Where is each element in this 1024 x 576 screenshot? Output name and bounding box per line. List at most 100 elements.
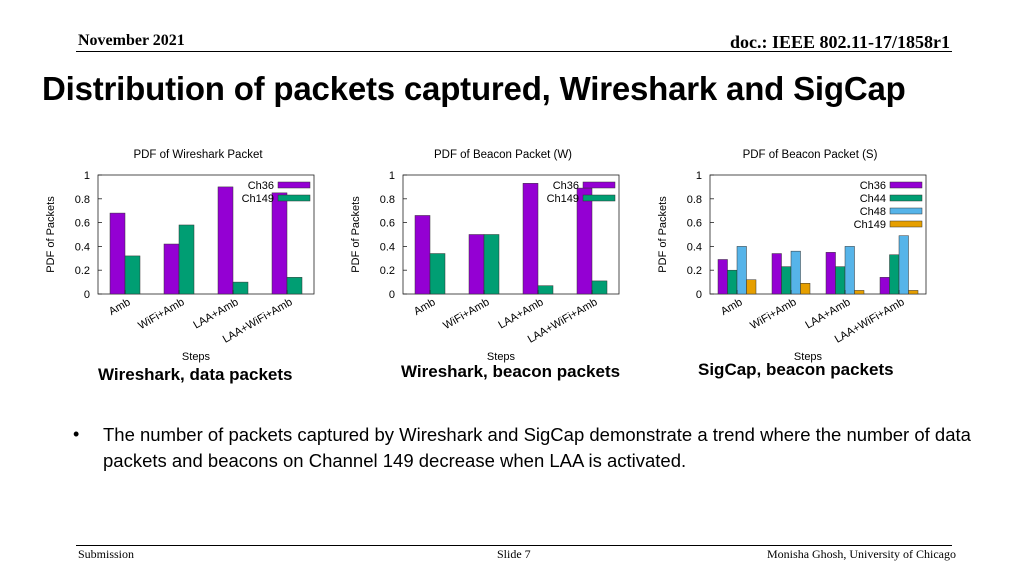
legend-label: Ch149 xyxy=(547,193,579,205)
bar-ch36 xyxy=(576,187,593,295)
bar-ch149 xyxy=(232,281,249,295)
bar-ch44 xyxy=(781,266,792,295)
legend-swatch-ch36 xyxy=(582,181,616,189)
bar-ch44 xyxy=(835,266,846,295)
plot-frame xyxy=(97,174,315,295)
x-tick-label: LAA+Amb xyxy=(191,296,240,331)
bar-ch149 xyxy=(537,285,554,295)
chart-title: PDF of Beacon Packet (S) xyxy=(743,149,878,161)
y-axis-label: PDF of Packets xyxy=(350,196,362,273)
bar-ch149 xyxy=(483,234,500,295)
bar-ch149 xyxy=(124,255,141,295)
legend-label: Ch149 xyxy=(854,219,886,231)
bar-ch36 xyxy=(109,212,126,295)
bar-ch44 xyxy=(727,269,738,295)
y-tick-label: 0.2 xyxy=(687,265,702,277)
legend-label: Ch48 xyxy=(860,206,886,218)
x-tick-label: WiFi+Amb xyxy=(441,296,491,332)
bar-ch36 xyxy=(825,252,836,295)
bar-ch48 xyxy=(844,246,855,295)
bar-ch149 xyxy=(746,279,757,295)
legend-swatch-ch149 xyxy=(277,194,311,202)
legend-swatch-ch149 xyxy=(582,194,616,202)
bar-ch36 xyxy=(414,215,431,295)
plot-frame xyxy=(402,174,620,295)
x-tick-label: Amb xyxy=(719,296,745,318)
footer-divider xyxy=(76,545,952,546)
bar-ch44 xyxy=(889,254,900,295)
footer-author: Monisha Ghosh, University of Chicago xyxy=(767,547,956,561)
bullet-text: The number of packets captured by Wiresh… xyxy=(103,424,971,471)
x-axis-label: Steps xyxy=(487,351,516,363)
x-tick-label: WiFi+Amb xyxy=(748,296,798,332)
chart-wireshark-data: PDF of Wireshark Packet 0 0.2 0.4 0.6 0.8 1 PDF… xyxy=(45,149,315,363)
y-tick-label: 0.4 xyxy=(380,241,395,253)
legend-swatch-ch48 xyxy=(889,207,923,215)
legend-swatch-ch44 xyxy=(889,194,923,202)
bar-ch36 xyxy=(522,183,539,295)
x-axis-label: Steps xyxy=(182,351,211,363)
x-tick-label: LAA+Amb xyxy=(496,296,545,331)
legend-swatch-ch36 xyxy=(277,181,311,189)
bullet-marker: • xyxy=(73,424,80,444)
bar-ch36 xyxy=(771,253,782,295)
y-tick-label: 0.4 xyxy=(687,241,702,253)
header-date: November 2021 xyxy=(78,32,185,49)
legend-label: Ch36 xyxy=(860,180,886,192)
y-tick-label: 0.8 xyxy=(380,194,395,206)
y-tick-label: 0 xyxy=(696,289,702,301)
bar-ch48 xyxy=(790,250,801,295)
header-doc-id: doc.: IEEE 802.11-17/1858r1 xyxy=(729,32,950,52)
y-tick-label: 0.6 xyxy=(75,218,90,230)
y-axis-label: PDF of Packets xyxy=(45,196,57,273)
y-tick-label: 1 xyxy=(389,170,395,182)
y-tick-label: 0 xyxy=(84,289,90,301)
bar-ch149 xyxy=(854,290,865,295)
bar-ch36 xyxy=(879,277,890,295)
chart-sigcap-beacon: PDF of Beacon Packet (S) 0 0.2 0.4 0.6 0.8 1 PD… xyxy=(657,149,927,363)
bar-ch149 xyxy=(591,280,608,295)
y-tick-label: 0.4 xyxy=(75,241,90,253)
y-tick-label: 0.8 xyxy=(687,194,702,206)
x-tick-label: WiFi+Amb xyxy=(136,296,186,332)
slide-title: Distribution of packets captured, Wiresh… xyxy=(42,70,906,107)
chart-wireshark-beacon: PDF of Beacon Packet (W) 0 0.2 0.4 0.6 0.8 1 PD… xyxy=(350,149,620,363)
y-tick-label: 0.2 xyxy=(75,265,90,277)
legend-label: Ch149 xyxy=(242,193,274,205)
y-tick-label: 0.8 xyxy=(75,194,90,206)
y-tick-label: 0 xyxy=(389,289,395,301)
x-tick-label: Amb xyxy=(412,296,438,318)
header-divider xyxy=(76,51,952,52)
legend-label: Ch36 xyxy=(248,180,274,192)
y-tick-label: 0.2 xyxy=(380,265,395,277)
caption-sigcap-beacon: SigCap, beacon packets xyxy=(698,360,894,379)
footer-submission: Submission xyxy=(78,547,135,561)
bar-ch149 xyxy=(429,253,446,295)
legend-swatch-ch149 xyxy=(889,220,923,228)
x-tick-label: Amb xyxy=(107,296,133,318)
legend-label: Ch44 xyxy=(860,193,886,205)
plot-frame xyxy=(709,174,927,295)
bar-ch48 xyxy=(736,246,747,295)
bar-ch149 xyxy=(800,283,811,295)
bar-ch36 xyxy=(163,243,180,295)
y-tick-label: 1 xyxy=(696,170,702,182)
legend-swatch-ch36 xyxy=(889,181,923,189)
x-axis-label: Steps xyxy=(794,351,823,363)
bar-ch36 xyxy=(717,259,728,295)
bar-ch149 xyxy=(286,277,303,295)
chart-title: PDF of Beacon Packet (W) xyxy=(434,149,572,161)
y-axis-label: PDF of Packets xyxy=(657,196,669,273)
bar-ch36 xyxy=(468,234,485,295)
caption-wireshark-data: Wireshark, data packets xyxy=(98,365,293,384)
caption-wireshark-beacon: Wireshark, beacon packets xyxy=(401,362,621,381)
bar-ch36 xyxy=(271,192,288,295)
x-tick-label: LAA+Amb xyxy=(803,296,852,331)
bar-ch149 xyxy=(908,290,919,295)
y-tick-label: 0.6 xyxy=(687,218,702,230)
y-tick-label: 1 xyxy=(84,170,90,182)
chart-title: PDF of Wireshark Packet xyxy=(133,149,263,161)
bar-ch149 xyxy=(178,224,195,295)
y-tick-label: 0.6 xyxy=(380,218,395,230)
bar-ch48 xyxy=(898,235,909,295)
